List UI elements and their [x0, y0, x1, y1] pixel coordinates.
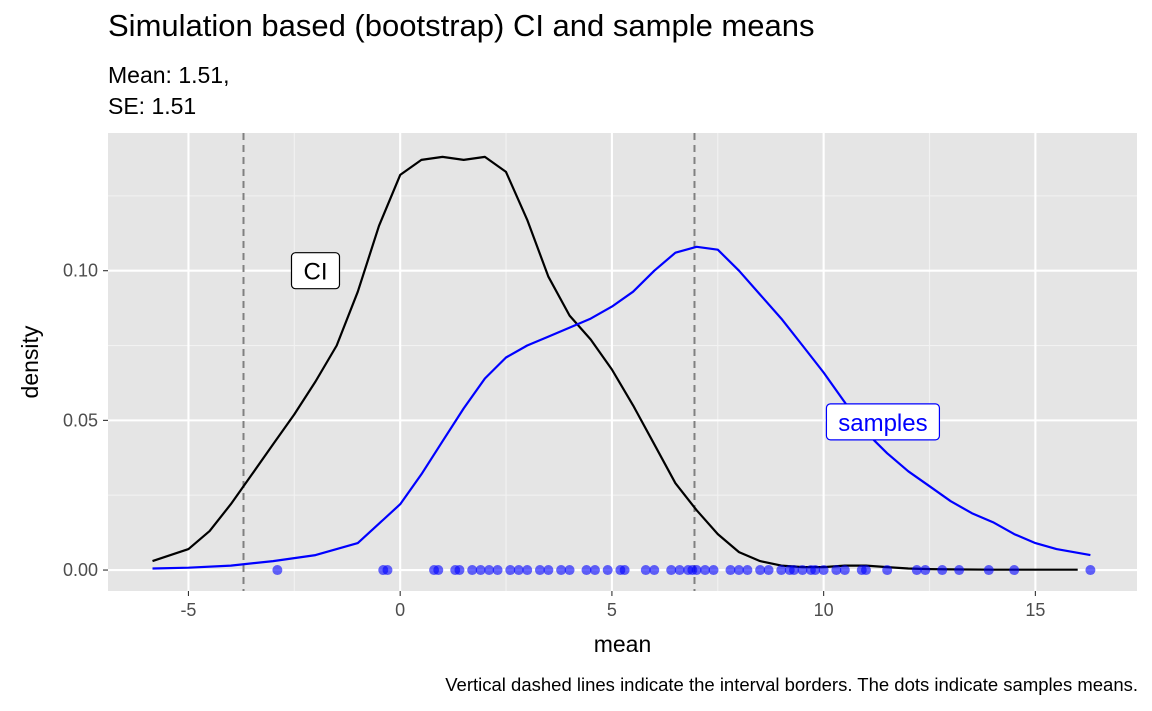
sample-mean-point	[708, 565, 719, 576]
y-tick-label: 0.05	[63, 410, 98, 430]
sample-mean-point	[839, 565, 850, 576]
sample-mean-point	[484, 565, 495, 576]
annotation-box	[825, 403, 941, 441]
sample-mean-point	[522, 565, 533, 576]
sample-mean-point	[581, 565, 592, 576]
x-tick-label: -5	[180, 600, 196, 620]
CI-density-curve	[152, 155, 1078, 571]
sample-mean-point	[640, 565, 651, 576]
sample-mean-point	[382, 565, 393, 576]
annotation-box	[290, 252, 341, 290]
sample-mean-point	[983, 565, 994, 576]
sample-mean-point	[831, 565, 842, 576]
sample-mean-point	[691, 565, 702, 576]
sample-mean-point	[1009, 565, 1020, 576]
chart-caption: Vertical dashed lines indicate the inter…	[445, 674, 1138, 695]
chart-subtitle: Mean: 1.51, SE: 1.51	[108, 60, 229, 122]
sample-mean-point	[797, 565, 808, 576]
sample-mean-point	[556, 565, 567, 576]
sample-mean-point	[272, 565, 283, 576]
sample-mean-point	[492, 565, 503, 576]
sample-mean-point	[1085, 565, 1096, 576]
y-axis-title: density	[17, 325, 43, 398]
sample-mean-point	[920, 565, 931, 576]
sample-mean-point	[433, 565, 444, 576]
x-tick-label: 10	[814, 600, 834, 620]
sample-mean-point	[937, 565, 948, 576]
sample-mean-point	[954, 565, 965, 576]
y-tick-label: 0.00	[63, 560, 98, 580]
x-tick-label: 5	[607, 600, 617, 620]
annotation-label: samples	[838, 410, 927, 437]
sample-mean-point	[789, 565, 799, 576]
sample-mean-point	[467, 565, 478, 576]
x-tick-label: 15	[1025, 600, 1045, 620]
plot-panel	[108, 133, 1137, 591]
sample-mean-point	[810, 565, 821, 576]
chart-title: Simulation based (bootstrap) CI and samp…	[108, 8, 815, 43]
sample-mean-point	[666, 565, 677, 576]
sample-mean-point	[619, 565, 630, 576]
sample-mean-point	[454, 565, 465, 576]
sample-mean-point	[589, 565, 600, 576]
sample-mean-point	[513, 565, 524, 576]
sample-mean-point	[543, 565, 554, 576]
sample-mean-point	[911, 565, 922, 576]
subtitle-mean: Mean: 1.51,	[108, 62, 230, 88]
sample-mean-point	[733, 565, 744, 576]
sample-mean-point	[674, 565, 685, 576]
sample-mean-point	[860, 565, 871, 576]
sample-mean-point	[602, 565, 613, 576]
sample-mean-point	[700, 565, 711, 576]
subtitle-se: SE: 1.51	[108, 93, 197, 119]
sample-mean-point	[534, 565, 545, 576]
sample-mean-point	[742, 565, 753, 576]
x-axis-title: mean	[594, 631, 652, 657]
sample-mean-point	[882, 565, 893, 576]
sample-mean-point	[776, 565, 787, 576]
sample-mean-point	[475, 565, 486, 576]
y-tick-label: 0.10	[63, 261, 98, 281]
annotation-label: CI	[303, 259, 327, 286]
sample-mean-point	[649, 565, 660, 576]
sample-mean-point	[564, 565, 575, 576]
sample-mean-point	[505, 565, 516, 576]
x-tick-label: 0	[395, 600, 405, 620]
sample-mean-point	[755, 565, 766, 576]
sample-mean-point	[725, 565, 736, 576]
sample-mean-point	[818, 565, 829, 576]
sample-mean-point	[763, 565, 774, 576]
samples-density-curve	[152, 245, 1091, 570]
